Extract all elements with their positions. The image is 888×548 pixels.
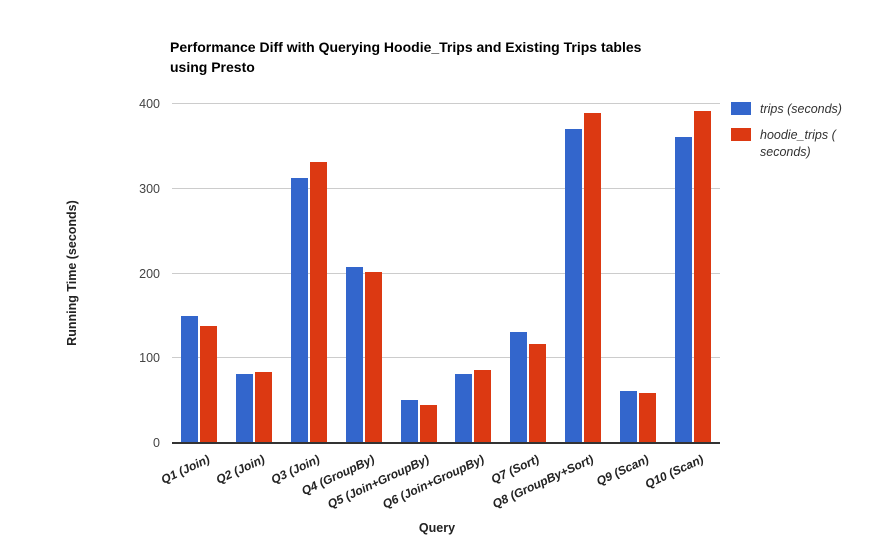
x-category-label-q10: Q10 (Scan) bbox=[642, 452, 706, 492]
bar-hoodie-trips-q6[interactable] bbox=[474, 370, 492, 443]
x-category-label-q6: Q6 (Join+GroupBy) bbox=[380, 452, 487, 512]
x-category-label-q2: Q2 (Join) bbox=[214, 452, 268, 487]
x-category-label-q8: Q8 (GroupBy+Sort) bbox=[490, 452, 596, 512]
gridline-300 bbox=[172, 187, 720, 189]
gridline-100 bbox=[172, 357, 720, 359]
y-tick-label-300: 300 bbox=[139, 181, 160, 196]
bar-hoodie-trips-q4[interactable] bbox=[364, 271, 382, 443]
bar-hoodie-trips-q5[interactable] bbox=[419, 404, 437, 443]
x-category-label-q9: Q9 (Scan) bbox=[594, 452, 651, 489]
legend-swatch-trips bbox=[731, 102, 751, 115]
bar-trips-q6[interactable] bbox=[455, 374, 473, 443]
bar-trips-q9[interactable] bbox=[619, 391, 637, 443]
plot-area bbox=[172, 103, 720, 444]
gridline-400 bbox=[172, 103, 720, 104]
legend-label-hoodie-trips: hoodie_trips ( seconds) bbox=[760, 128, 836, 159]
y-tick-label-100: 100 bbox=[139, 351, 160, 366]
x-axis-line bbox=[172, 442, 720, 444]
chart-title-line-1: Performance Diff with Querying Hoodie_Tr… bbox=[170, 39, 642, 55]
bar-hoodie-trips-q10[interactable] bbox=[693, 110, 711, 443]
bar-trips-q7[interactable] bbox=[510, 331, 528, 443]
chart-title: Performance Diff with Querying Hoodie_Tr… bbox=[170, 37, 770, 77]
x-category-label-q1: Q1 (Join) bbox=[159, 452, 213, 487]
bar-trips-q4[interactable] bbox=[345, 266, 363, 443]
y-axis-title: Running Time (seconds) bbox=[65, 200, 79, 346]
y-tick-label-0: 0 bbox=[153, 436, 160, 450]
bar-hoodie-trips-q7[interactable] bbox=[529, 343, 547, 443]
bar-hoodie-trips-q1[interactable] bbox=[200, 326, 218, 443]
bar-trips-q3[interactable] bbox=[291, 177, 308, 443]
legend-item-hoodie-trips: hoodie_trips ( seconds) bbox=[731, 127, 842, 161]
legend-item-trips: trips (seconds) bbox=[731, 101, 842, 118]
legend-swatch-hoodie-trips bbox=[731, 128, 751, 141]
y-tick-label-200: 200 bbox=[139, 266, 160, 281]
y-tick-label-400: 400 bbox=[139, 97, 160, 111]
x-axis-title: Query bbox=[418, 521, 456, 535]
bar-hoodie-trips-q8[interactable] bbox=[584, 113, 601, 443]
bar-hoodie-trips-q2[interactable] bbox=[255, 371, 273, 443]
legend: trips (seconds) hoodie_trips ( seconds) bbox=[731, 101, 842, 161]
gridline-200 bbox=[172, 272, 720, 274]
bar-trips-q2[interactable] bbox=[236, 374, 254, 443]
legend-label-trips: trips (seconds) bbox=[760, 102, 842, 116]
bar-trips-q10[interactable] bbox=[674, 137, 692, 443]
bar-hoodie-trips-q9[interactable] bbox=[638, 393, 656, 443]
chart-title-line-2: using Presto bbox=[170, 59, 255, 75]
bar-trips-q5[interactable] bbox=[400, 399, 418, 443]
bar-hoodie-trips-q3[interactable] bbox=[310, 161, 327, 443]
bar-trips-q8[interactable] bbox=[565, 128, 582, 443]
bar-trips-q1[interactable] bbox=[181, 315, 199, 443]
